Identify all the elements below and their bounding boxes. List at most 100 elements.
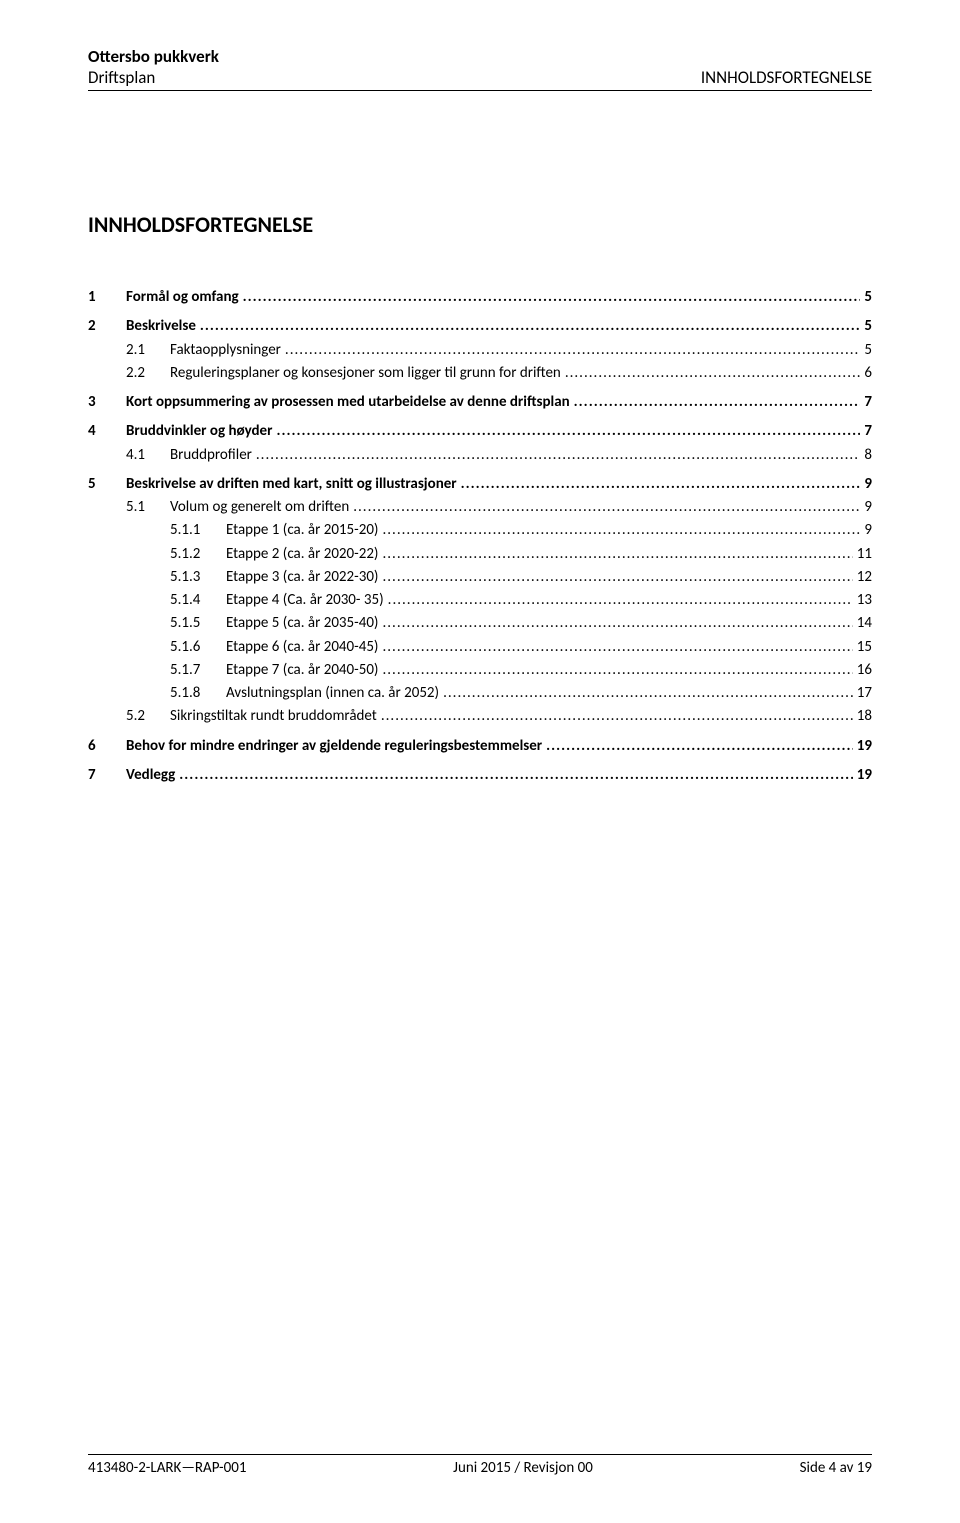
toc-leader-dots: [382, 612, 852, 635]
toc-entry: 5.1.6Etappe 6 (ca. år 2040-45) 15: [88, 636, 872, 659]
toc-entry-page: 13: [857, 589, 872, 612]
toc-entry-label: Bruddvinkler og høyder: [126, 420, 272, 443]
toc-leader-dots: [382, 659, 852, 682]
footer-rule: [88, 1454, 872, 1455]
toc-entry-page: 19: [857, 764, 872, 787]
toc-entry: 4Bruddvinkler og høyder 7: [88, 420, 872, 443]
toc-entry-label: Etappe 2 (ca. år 2020-22): [226, 543, 378, 566]
doc-subtitle-right: INNHOLDSFORTEGNELSE: [701, 67, 872, 88]
toc-entry-number: 5.1.6: [170, 636, 226, 659]
footer-center: Juni 2015 / Revisjon 00: [453, 1459, 593, 1477]
header-rule: [88, 90, 872, 91]
toc-leader-dots: [353, 496, 860, 519]
toc-entry-label: Sikringstiltak rundt bruddområdet: [170, 705, 377, 728]
toc-entry-label: Etappe 6 (ca. år 2040-45): [226, 636, 378, 659]
toc-leader-dots: [276, 420, 860, 443]
toc-entry-number: 5.1.8: [170, 682, 226, 705]
toc-entry-number: 1: [88, 286, 126, 309]
toc-entry-page: 5: [864, 315, 872, 338]
doc-subtitle-left: Driftsplan: [88, 67, 155, 88]
toc-entry-page: 15: [857, 636, 872, 659]
toc-entry: 2.1Faktaopplysninger 5: [88, 339, 872, 362]
toc-entry-page: 5: [864, 286, 872, 309]
toc-entry: 1Formål og omfang 5: [88, 286, 872, 309]
toc-entry: 5.1.4Etappe 4 (Ca. år 2030- 35) 13: [88, 589, 872, 612]
toc-entry-page: 5: [864, 339, 872, 362]
toc-entry-label: Avslutningsplan (innen ca. år 2052): [226, 682, 439, 705]
toc-leader-dots: [200, 315, 861, 338]
toc-entry-number: 3: [88, 391, 126, 414]
toc-entry-number: 2.2: [126, 362, 170, 385]
toc-entry-label: Reguleringsplaner og konsesjoner som lig…: [170, 362, 561, 385]
toc-leader-dots: [388, 589, 853, 612]
toc-leader-dots: [179, 764, 852, 787]
toc-entry-page: 8: [864, 444, 872, 467]
toc-entry-number: 5.1.2: [170, 543, 226, 566]
toc-entry-number: 7: [88, 764, 126, 787]
toc-entry-label: Kort oppsummering av prosessen med utarb…: [126, 391, 570, 414]
toc-entry-label: Formål og omfang: [126, 286, 239, 309]
toc-entry-label: Etappe 3 (ca. år 2022-30): [226, 566, 378, 589]
page-footer: 413480-2-LARK—RAP-001 Juni 2015 / Revisj…: [88, 1454, 872, 1477]
toc-entry-number: 4: [88, 420, 126, 443]
toc-entry-number: 6: [88, 735, 126, 758]
toc-entry-label: Etappe 1 (ca. år 2015-20): [226, 519, 378, 542]
toc-entry-number: 2: [88, 315, 126, 338]
toc-entry-label: Bruddprofiler: [170, 444, 252, 467]
toc-entry-number: 5.1.1: [170, 519, 226, 542]
toc-entry: 2.2Reguleringsplaner og konsesjoner som …: [88, 362, 872, 385]
toc-leader-dots: [382, 566, 852, 589]
toc-leader-dots: [382, 543, 852, 566]
toc-entry-number: 2.1: [126, 339, 170, 362]
toc-entry: 7Vedlegg 19: [88, 764, 872, 787]
toc-entry-label: Behov for mindre endringer av gjeldende …: [126, 735, 542, 758]
toc-entry: 5.1.5Etappe 5 (ca. år 2035-40)14: [88, 612, 872, 635]
footer-right: Side 4 av 19: [800, 1459, 872, 1477]
toc-entry-page: 7: [864, 420, 872, 443]
toc-entry-number: 5: [88, 473, 126, 496]
toc-entry-page: 18: [857, 705, 872, 728]
toc-leader-dots: [565, 362, 861, 385]
toc-entry: 5.1.7Etappe 7 (ca. år 2040-50) 16: [88, 659, 872, 682]
toc-entry: 5.2Sikringstiltak rundt bruddområdet 18: [88, 705, 872, 728]
page-title: INNHOLDSFORTEGNELSE: [88, 211, 872, 238]
page-header: Ottersbo pukkverk Driftsplan INNHOLDSFOR…: [88, 46, 872, 91]
toc-leader-dots: [381, 705, 853, 728]
toc-leader-dots: [256, 444, 861, 467]
toc-entry-number: 4.1: [126, 444, 170, 467]
toc-entry-page: 17: [857, 682, 872, 705]
toc-entry-number: 5.1.4: [170, 589, 226, 612]
toc-entry-page: 16: [857, 659, 872, 682]
toc-entry-number: 5.2: [126, 705, 170, 728]
toc-entry: 2Beskrivelse 5: [88, 315, 872, 338]
toc-entry: 5Beskrivelse av driften med kart, snitt …: [88, 473, 872, 496]
toc-entry-label: Vedlegg: [126, 764, 175, 787]
toc-leader-dots: [285, 339, 860, 362]
toc-entry-page: 9: [864, 519, 872, 542]
toc-entry-page: 12: [857, 566, 872, 589]
toc-entry-page: 9: [864, 496, 872, 519]
toc-entry-label: Etappe 7 (ca. år 2040-50): [226, 659, 378, 682]
toc-entry-label: Etappe 4 (Ca. år 2030- 35): [226, 589, 384, 612]
toc-entry-label: Faktaopplysninger: [170, 339, 281, 362]
toc-leader-dots: [382, 636, 852, 659]
toc-entry-label: Beskrivelse: [126, 315, 196, 338]
doc-title: Ottersbo pukkverk: [88, 46, 219, 67]
toc-entry-page: 19: [857, 735, 872, 758]
toc-entry-number: 5.1: [126, 496, 170, 519]
toc-entry: 6Behov for mindre endringer av gjeldende…: [88, 735, 872, 758]
toc-leader-dots: [382, 519, 860, 542]
toc-entry-number: 5.1.7: [170, 659, 226, 682]
toc-entry: 5.1.3Etappe 3 (ca. år 2022-30) 12: [88, 566, 872, 589]
toc-entry: 5.1.1Etappe 1 (ca. år 2015-20) 9: [88, 519, 872, 542]
toc-entry-number: 5.1.5: [170, 612, 226, 635]
toc-entry-page: 6: [864, 362, 872, 385]
toc-entry: 5.1.8Avslutningsplan (innen ca. år 2052)…: [88, 682, 872, 705]
toc-leader-dots: [546, 735, 853, 758]
toc-entry-label: Beskrivelse av driften med kart, snitt o…: [126, 473, 457, 496]
toc-entry-page: 11: [857, 543, 872, 566]
toc-entry: 4.1Bruddprofiler 8: [88, 444, 872, 467]
toc-entry-page: 14: [857, 612, 872, 635]
toc-entry-number: 5.1.3: [170, 566, 226, 589]
toc-leader-dots: [243, 286, 861, 309]
